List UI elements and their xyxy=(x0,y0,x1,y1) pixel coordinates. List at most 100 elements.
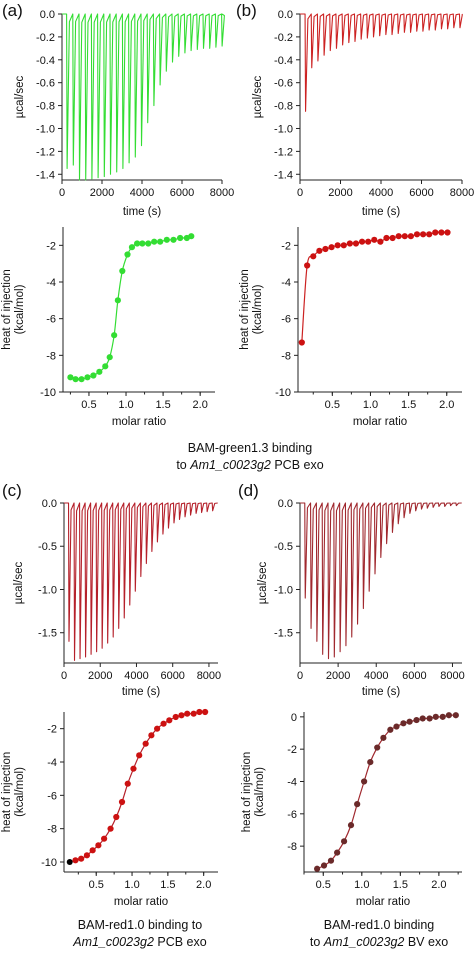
panel-c-isotherm-point xyxy=(160,721,166,727)
panel-b-isotherm-point xyxy=(420,231,426,237)
panel-b-isotherm-point xyxy=(389,235,395,241)
panel-c-isotherm-point xyxy=(143,741,149,747)
panel-d-iso-xtick-label: 2.0 xyxy=(431,879,446,891)
panel-a-raw-ytick-label: -0.6 xyxy=(36,78,55,90)
panel-d-isotherm-point xyxy=(334,850,340,856)
panel-b-isotherm-point xyxy=(426,231,432,237)
caption-c-line2: Am1_c0023g2 PCB exo xyxy=(50,934,230,951)
panel-c-isotherm-point xyxy=(125,781,131,787)
panel-c-isotherm-point xyxy=(173,714,179,720)
panel-d-iso-xtick-label: 1.0 xyxy=(354,879,369,891)
panel-d-iso-ytick-label: 0 xyxy=(291,712,297,724)
panel-b-iso-ytick-label: -2 xyxy=(281,240,291,252)
panel-b-isotherm-point xyxy=(335,242,341,248)
panel-d-iso-x-title: molar ratio xyxy=(356,896,410,908)
panel-c-isotherm-point xyxy=(178,712,184,718)
panel-d-isotherm-point xyxy=(361,778,367,784)
panel-d-isotherm-point xyxy=(328,858,334,864)
caption-d-line2: to Am1_c0023g2 BV exo xyxy=(284,934,474,951)
panel-b-raw-xtick-label: 0 xyxy=(297,187,303,199)
caption-c-line2-post: PCB exo xyxy=(154,935,207,949)
panel-b-isotherm-point xyxy=(408,233,414,239)
panel-b-isotherm-point xyxy=(402,233,408,239)
panel-b-iso-xtick-label: 2.0 xyxy=(439,399,454,411)
panel-a-isotherm-point xyxy=(96,369,102,375)
panel-b-iso-ytick-label: -4 xyxy=(281,277,291,289)
panel-c-raw-xtick-label: 0 xyxy=(61,670,67,682)
panel-a-raw-ytick-label: -0.8 xyxy=(36,101,55,113)
panel-a-isotherm-point xyxy=(177,235,183,241)
panel-c-isotherm-point xyxy=(202,709,208,715)
panel-b-isotherm-point xyxy=(371,237,377,243)
panel-c-isotherm-point xyxy=(119,799,125,805)
panel-c-iso-xtick-label: 2.0 xyxy=(196,879,211,891)
panel-d-isotherm-point xyxy=(380,735,386,741)
panel-d-raw-xtick-label: 8000 xyxy=(440,670,464,682)
panel-d-iso-ytick-label: -6 xyxy=(287,809,297,821)
panel-c-iso-xtick-label: 0.5 xyxy=(89,879,104,891)
panel-a-raw-ytick-label: -0.4 xyxy=(36,55,55,67)
panel-b-isotherm-point xyxy=(316,248,322,254)
panel-d-isotherm-point xyxy=(406,719,412,725)
caption-ab-line1: BAM-green1.3 binding xyxy=(120,440,380,457)
panel-b-isotherm-point xyxy=(377,239,383,245)
panel-d-isotherm-point xyxy=(413,717,419,723)
panel-d-isotherm-point xyxy=(387,727,393,733)
panel-c-raw-ytick-label: -0.5 xyxy=(38,541,57,553)
panel-c-isotherm-point xyxy=(148,732,154,738)
panel-a-raw-ytick-label: -1.4 xyxy=(36,169,55,181)
panel-a-raw-ytick-label: -0.2 xyxy=(36,32,55,44)
panel-c-raw-xtick-label: 4000 xyxy=(124,670,148,682)
panel-a-isotherm-point xyxy=(170,237,176,243)
panel-c-letter: (c) xyxy=(2,481,22,500)
panel-b-iso-x-title: molar ratio xyxy=(353,416,407,428)
panel-d-raw-xtick-label: 6000 xyxy=(402,670,426,682)
caption-d: BAM-red1.0 binding to Am1_c0023g2 BV exo xyxy=(284,917,474,951)
panel-a-iso-ytick-label: -10 xyxy=(40,387,56,399)
panel-a-iso-xtick-label: 2.0 xyxy=(193,399,208,411)
panel-b-iso-ytick-label: -10 xyxy=(275,387,291,399)
panel-a-isotherm-point xyxy=(115,297,121,303)
panel-d-raw-ytick-label: 0.0 xyxy=(278,498,293,510)
panel-a-iso-ytick-label: -8 xyxy=(46,350,56,362)
panel-b-isotherm-point xyxy=(328,244,334,250)
panel-b-isotherm-point xyxy=(347,240,353,246)
panel-b-isotherm-point xyxy=(396,233,402,239)
caption-d-line2-italic: Am1_c0023g2 xyxy=(324,935,405,949)
panel-a-isotherm-point xyxy=(129,244,135,250)
panel-c-raw-xtick-label: 2000 xyxy=(88,670,112,682)
panel-a-isotherm-point xyxy=(90,372,96,378)
panel-d-raw-y-title: µcal/sec xyxy=(257,562,269,605)
panel-b-raw-x-title: time (s) xyxy=(362,206,401,218)
panel-c-isotherm-point xyxy=(78,856,84,862)
panel-d-letter: (d) xyxy=(238,481,259,500)
panel-a-iso-xtick-label: 1.5 xyxy=(155,399,170,411)
panel-a-isotherm-point xyxy=(102,363,108,369)
panel-c-iso-ytick-label: -4 xyxy=(47,757,57,769)
panel-d-raw-ytick-label: -1.0 xyxy=(274,584,293,596)
panel-b-raw-ytick-label: -1.4 xyxy=(274,169,293,181)
panel-a-raw-ytick-label: 0.0 xyxy=(40,9,55,21)
panel-b-raw-ytick-label: 0.0 xyxy=(278,9,293,21)
panel-d-isotherm-point xyxy=(427,715,433,721)
caption-d-line2-pre: to xyxy=(310,935,324,949)
caption-ab-line2: to Am1_c0023g2 PCB exo xyxy=(120,457,380,474)
panel-d-isotherm-point xyxy=(440,714,446,720)
panel-a-isotherm-point xyxy=(188,233,194,239)
panel-b-isotherm-point xyxy=(299,339,305,345)
panel-c-isotherm-point xyxy=(72,857,78,863)
panel-d-isotherm-point xyxy=(367,759,373,765)
panel-d-raw-xtick-label: 0 xyxy=(297,670,303,682)
panel-d-iso-xtick-label: 0.5 xyxy=(316,879,331,891)
caption-d-line1: BAM-red1.0 binding xyxy=(284,917,474,934)
panel-b-iso-ytick-label: -8 xyxy=(281,350,291,362)
panel-a-raw-ytick-label: -1.0 xyxy=(36,123,55,135)
panel-a-iso-xtick-label: 0.5 xyxy=(81,399,96,411)
caption-d-line2-post: BV exo xyxy=(404,935,448,949)
panel-c-isotherm-point xyxy=(196,709,202,715)
panel-c-isotherm-point xyxy=(136,752,142,758)
caption-ab-line2-italic: Am1_c0023g2 xyxy=(190,458,271,472)
panel-a-raw-xtick-label: 6000 xyxy=(170,187,194,199)
panel-b-iso-xtick-label: 0.5 xyxy=(325,399,340,411)
